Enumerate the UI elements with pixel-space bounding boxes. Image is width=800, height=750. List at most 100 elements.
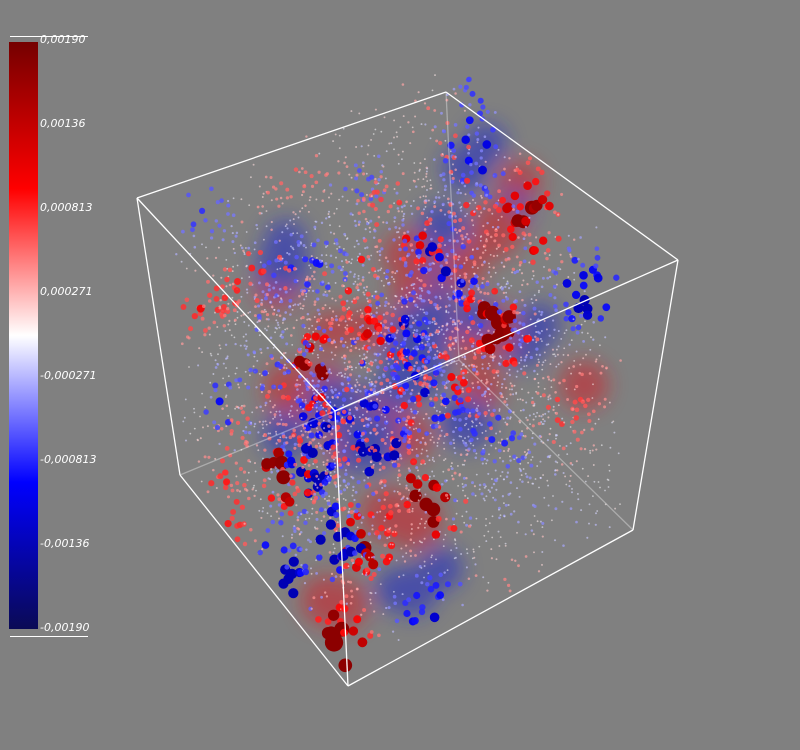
point-glyph	[519, 478, 522, 481]
point-glyph	[559, 253, 562, 256]
point-glyph	[206, 257, 209, 260]
point-glyph	[398, 236, 401, 239]
point-glyph	[281, 257, 284, 260]
point-glyph	[453, 337, 456, 340]
point-glyph	[487, 530, 490, 533]
point-glyph	[476, 333, 479, 335]
point-glyph	[285, 450, 293, 458]
point-glyph	[225, 367, 227, 369]
point-glyph	[418, 344, 425, 351]
point-glyph	[521, 298, 524, 302]
point-glyph	[313, 392, 316, 395]
point-glyph	[562, 471, 565, 475]
point-glyph	[427, 572, 430, 574]
point-glyph	[296, 279, 299, 282]
point-glyph	[536, 411, 539, 414]
point-glyph	[377, 498, 381, 502]
point-glyph	[365, 410, 369, 413]
point-glyph	[458, 229, 462, 233]
point-glyph	[430, 237, 433, 241]
point-glyph	[259, 347, 262, 351]
point-glyph	[419, 279, 423, 283]
point-glyph	[488, 490, 492, 493]
point-glyph	[485, 540, 488, 543]
point-glyph	[276, 321, 279, 324]
cube-edge-hidden-back-vertical	[445, 91, 460, 361]
point-glyph	[295, 488, 301, 494]
point-glyph	[469, 437, 474, 443]
point-glyph	[218, 344, 221, 347]
point-glyph	[541, 368, 544, 371]
point-glyph	[290, 536, 293, 539]
point-glyph	[287, 568, 298, 580]
point-glyph	[401, 150, 404, 153]
point-glyph	[367, 632, 374, 639]
point-glyph	[477, 411, 482, 416]
point-glyph	[234, 407, 237, 410]
point-glyph	[471, 382, 474, 385]
point-glyph	[334, 299, 337, 302]
point-glyph	[373, 229, 377, 233]
point-glyph	[361, 161, 365, 165]
point-glyph	[329, 224, 331, 227]
point-glyph	[230, 488, 235, 493]
point-glyph	[420, 581, 424, 585]
point-glyph	[379, 381, 384, 386]
point-glyph	[389, 543, 392, 546]
point-glyph	[395, 231, 399, 234]
point-glyph	[465, 329, 470, 335]
point-glyph	[588, 503, 591, 506]
point-glyph	[408, 469, 412, 472]
point-glyph	[433, 322, 436, 325]
point-glyph	[384, 515, 387, 518]
point-glyph	[441, 286, 444, 289]
point-glyph	[294, 553, 298, 557]
point-glyph	[517, 236, 520, 239]
point-glyph	[329, 231, 332, 234]
point-glyph	[488, 266, 491, 269]
point-glyph	[459, 530, 463, 534]
point-glyph	[438, 295, 441, 298]
point-glyph	[331, 358, 334, 361]
point-glyph	[370, 421, 373, 425]
point-glyph	[572, 365, 576, 368]
point-glyph	[405, 294, 408, 296]
point-glyph	[502, 310, 516, 324]
point-glyph	[417, 178, 420, 181]
point-glyph	[355, 453, 358, 456]
point-glyph	[420, 287, 423, 290]
point-glyph	[443, 213, 447, 216]
point-glyph	[417, 526, 420, 529]
point-glyph	[436, 444, 439, 447]
point-glyph	[194, 269, 197, 272]
point-glyph	[279, 436, 282, 439]
point-glyph	[598, 354, 601, 357]
point-glyph	[454, 451, 457, 455]
point-glyph	[509, 512, 513, 516]
point-glyph	[361, 263, 365, 267]
point-glyph	[402, 574, 405, 577]
point-glyph	[385, 277, 388, 280]
point-glyph	[465, 523, 469, 527]
point-glyph	[398, 227, 401, 230]
point-glyph	[573, 360, 576, 362]
point-glyph	[556, 461, 559, 464]
point-glyph	[440, 396, 444, 400]
point-glyph	[295, 396, 299, 399]
point-glyph	[466, 76, 472, 82]
point-glyph	[389, 326, 397, 333]
point-glyph	[326, 501, 331, 506]
point-glyph	[508, 435, 516, 442]
point-glyph	[501, 233, 506, 238]
point-glyph	[346, 441, 349, 444]
point-glyph	[312, 596, 316, 600]
point-glyph	[340, 260, 344, 263]
point-glyph	[378, 250, 382, 253]
point-glyph	[492, 173, 498, 178]
point-glyph	[417, 469, 419, 472]
point-glyph	[203, 333, 207, 337]
point-glyph	[418, 342, 421, 345]
point-glyph	[339, 484, 342, 487]
